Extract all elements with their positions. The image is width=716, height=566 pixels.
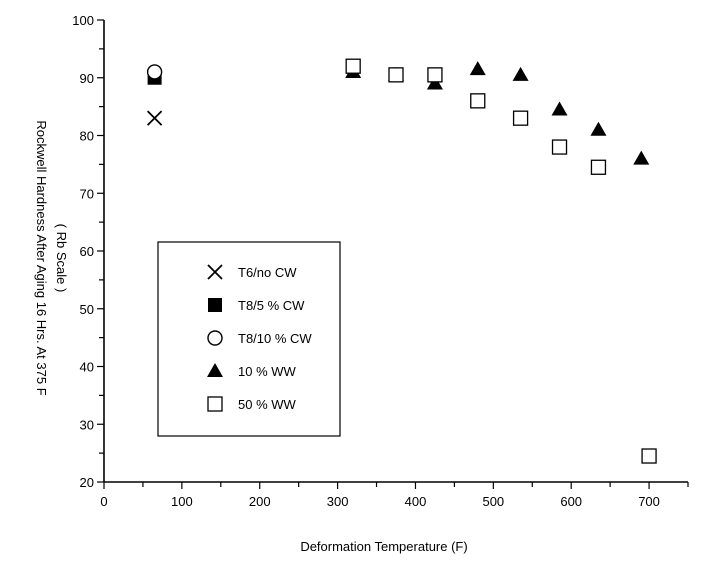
y-tick-label: 30 [80, 417, 94, 432]
data-point-filled-triangle [512, 66, 529, 81]
y-tick-label: 50 [80, 302, 94, 317]
x-tick-label: 0 [100, 494, 107, 509]
legend-marker-open-square [207, 396, 223, 412]
y-tick-label: 40 [80, 360, 94, 375]
data-point-open-square [388, 67, 404, 83]
data-point-filled-triangle [469, 61, 486, 76]
legend-label: T6/no CW [238, 265, 297, 280]
x-tick-label: 700 [638, 494, 660, 509]
data-point-x [146, 110, 163, 126]
data-point-filled-triangle [551, 101, 568, 116]
legend-label: 50 % WW [238, 397, 297, 412]
y-tick-label: 70 [80, 186, 94, 201]
x-tick-label: 100 [171, 494, 193, 509]
y-tick-label: 100 [72, 13, 94, 28]
data-point-filled-triangle [590, 121, 607, 136]
data-point-open-square [551, 139, 568, 155]
legend-marker-filled-square [208, 298, 222, 312]
data-points [146, 58, 657, 464]
data-point-open-circle [146, 64, 163, 80]
data-point-open-square [427, 67, 443, 83]
y-tick-label: 90 [80, 71, 94, 86]
legend-label: T8/10 % CW [238, 331, 312, 346]
data-point-filled-triangle [426, 75, 443, 90]
data-point-open-square [641, 448, 657, 464]
y-axis-title: Rockwell Hardness After Aging 16 Hrs. At… [34, 120, 49, 395]
legend: T6/no CW T8/5 % CW T8/10 % CW 10 % WW 50 % W… [157, 241, 341, 437]
y-tick-label: 60 [80, 244, 94, 259]
legend-marker-x [207, 264, 223, 280]
x-tick-label: 400 [405, 494, 427, 509]
y-tick-label: 20 [80, 475, 94, 490]
x-tick-label: 200 [249, 494, 271, 509]
y-axis-subtitle: ( Rb Scale ) [54, 224, 69, 293]
x-tick-label: 600 [560, 494, 582, 509]
legend-label: T8/5 % CW [238, 298, 305, 313]
legend-marker-open-circle [207, 330, 223, 346]
data-point-filled-triangle [633, 150, 650, 165]
data-point-open-square [345, 58, 361, 74]
x-axis-title: Deformation Temperature (F) [300, 539, 467, 554]
legend-box [157, 241, 341, 437]
ticks: 0 100 200 300 400 500 600 700 20 30 40 50 60 70 80 90 10… [72, 13, 689, 509]
legend-marker-filled-triangle [207, 363, 223, 377]
x-tick-label: 300 [327, 494, 349, 509]
data-point-open-square [470, 93, 486, 109]
data-point-open-square [512, 110, 529, 126]
data-point-open-square [590, 159, 607, 175]
x-tick-label: 500 [482, 494, 504, 509]
legend-label: 10 % WW [238, 364, 297, 379]
y-tick-label: 80 [80, 129, 94, 144]
